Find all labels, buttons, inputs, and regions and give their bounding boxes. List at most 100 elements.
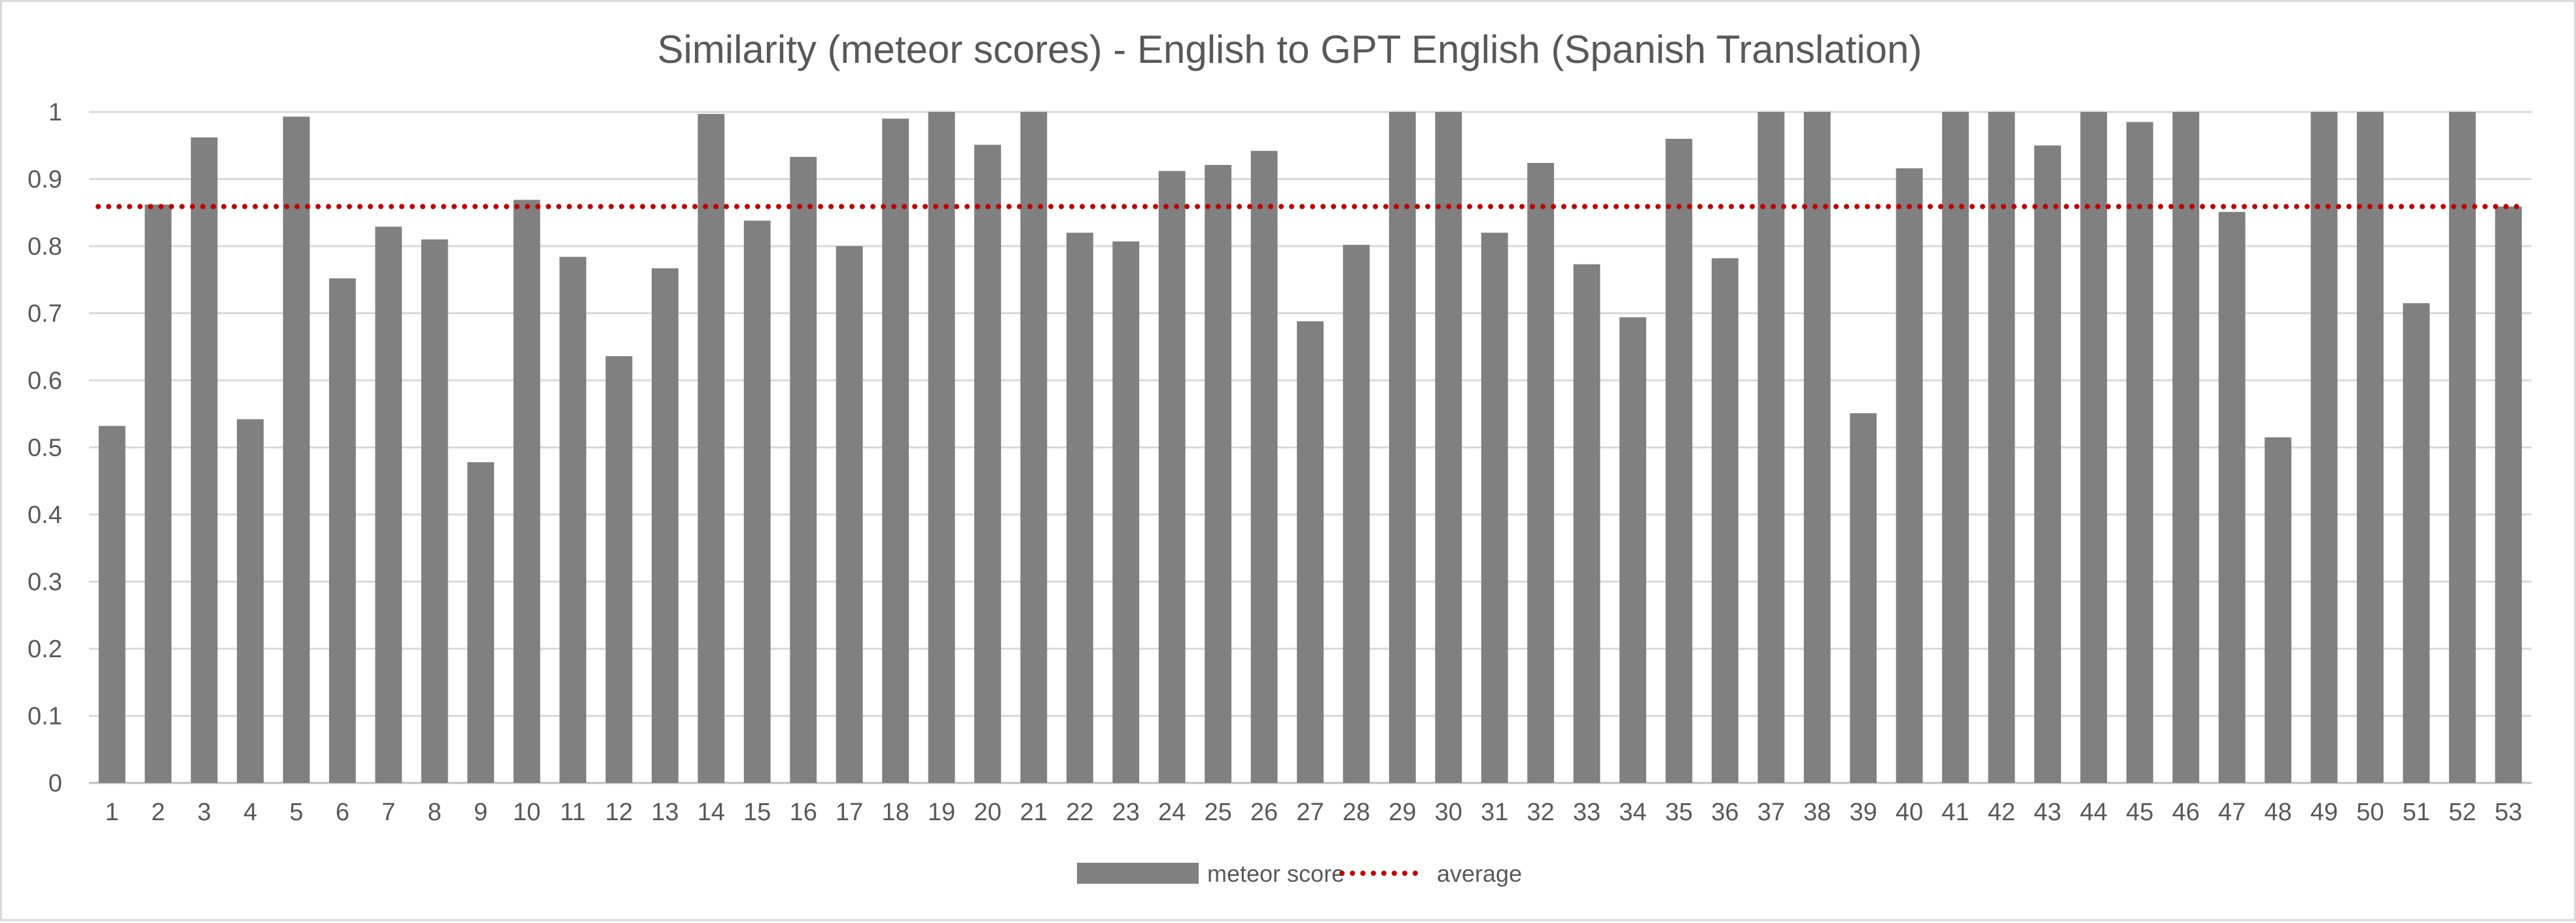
x-tick-label: 32 [1527, 799, 1555, 826]
x-tick-label: 40 [1896, 799, 1923, 826]
x-tick-label: 24 [1158, 799, 1186, 826]
bar [928, 112, 955, 783]
bar [2034, 145, 2061, 783]
y-tick-label: 0.2 [27, 636, 62, 663]
bar [1850, 413, 1877, 783]
x-tick-label: 31 [1481, 799, 1508, 826]
bar [2448, 112, 2476, 783]
bar [697, 114, 725, 783]
x-tick-label: 36 [1711, 799, 1738, 826]
x-tick-label: 47 [2218, 799, 2246, 826]
bar [2495, 206, 2522, 783]
x-tick-label: 50 [2356, 799, 2384, 826]
x-tick-label: 19 [928, 799, 955, 826]
y-tick-label: 0.8 [27, 233, 62, 261]
bar [2357, 112, 2384, 783]
y-tick-label: 0.5 [27, 435, 62, 462]
x-tick-label: 52 [2448, 799, 2476, 826]
legend-label-meteor-score: meteor score [1207, 860, 1345, 887]
x-tick-label: 20 [974, 799, 1001, 826]
bar [190, 137, 218, 783]
x-tick-label: 27 [1296, 799, 1324, 826]
bar [2080, 112, 2108, 783]
bar [1250, 151, 1278, 783]
bar [651, 268, 679, 783]
x-tick-label: 23 [1112, 799, 1140, 826]
x-tick-label: 10 [513, 799, 540, 826]
x-tick-label: 11 [560, 799, 586, 826]
bar [743, 221, 771, 783]
x-tick-label: 33 [1573, 799, 1600, 826]
bar [467, 462, 495, 783]
x-tick-label: 6 [336, 799, 349, 826]
x-tick-label: 9 [474, 799, 487, 826]
bar [1066, 232, 1093, 783]
x-tick-label: 2 [151, 799, 165, 826]
bar [1205, 164, 1232, 784]
bar [836, 246, 863, 783]
bar [513, 200, 540, 783]
bar [559, 257, 586, 783]
x-tick-label: 35 [1665, 799, 1693, 826]
y-tick-label: 0 [48, 770, 62, 797]
bars [98, 112, 2522, 784]
x-tick-label: 17 [836, 799, 863, 826]
x-tick-label: 29 [1388, 799, 1416, 826]
bar [421, 239, 448, 783]
y-tick-label: 0.9 [27, 166, 62, 194]
bar [1481, 232, 1508, 783]
x-tick-label: 13 [651, 799, 679, 826]
bar [882, 118, 909, 783]
bar [283, 117, 310, 784]
x-tick-label: 5 [289, 799, 303, 826]
y-tick-label: 0.7 [27, 300, 62, 328]
bar [2310, 112, 2338, 783]
legend: meteor score average [1077, 860, 1522, 887]
x-axis-ticks: 1 2 3 4 5 6 7 8 9 10 11 12 13 14 15 16 17 18 19 20 21 22 23 24 2… [105, 799, 2522, 826]
y-tick-label: 1 [48, 99, 62, 126]
x-tick-label: 16 [790, 799, 817, 826]
x-tick-label: 25 [1204, 799, 1231, 826]
legend-swatch-meteor-score [1077, 863, 1199, 884]
x-tick-label: 38 [1803, 799, 1831, 826]
x-tick-label: 39 [1850, 799, 1877, 826]
bar [1158, 171, 1186, 783]
bar [1527, 162, 1555, 783]
x-tick-label: 51 [2403, 799, 2430, 826]
x-tick-label: 46 [2172, 799, 2200, 826]
bar [1343, 244, 1370, 783]
bar [605, 356, 633, 783]
x-tick-label: 44 [2080, 799, 2108, 826]
bar [1896, 168, 1923, 784]
bar [1435, 112, 1462, 783]
bar [145, 204, 172, 783]
bar [328, 278, 356, 783]
y-tick-label: 0.3 [27, 569, 62, 596]
x-tick-label: 14 [697, 799, 725, 826]
x-tick-label: 45 [2126, 799, 2153, 826]
x-tick-label: 41 [1941, 799, 1969, 826]
x-tick-label: 28 [1343, 799, 1370, 826]
bar [2218, 211, 2246, 784]
x-tick-label: 21 [1020, 799, 1048, 826]
y-axis-ticks: 0 0.1 0.2 0.3 0.4 0.5 0.6 0.7 0.8 0.9 1 [27, 99, 62, 797]
x-tick-label: 53 [2495, 799, 2522, 826]
x-tick-label: 37 [1757, 799, 1785, 826]
x-tick-label: 26 [1250, 799, 1278, 826]
x-tick-label: 8 [428, 799, 442, 826]
x-tick-label: 34 [1619, 799, 1646, 826]
x-tick-label: 15 [743, 799, 771, 826]
bar [1020, 112, 1048, 783]
x-tick-label: 49 [2310, 799, 2338, 826]
x-tick-label: 48 [2264, 799, 2291, 826]
legend-label-average: average [1437, 860, 1522, 887]
bar [790, 156, 817, 784]
x-tick-label: 43 [2034, 799, 2061, 826]
bar [1297, 321, 1324, 783]
bar [1711, 258, 1738, 783]
bar [2403, 303, 2430, 783]
bar [1388, 112, 1416, 783]
bar [1665, 139, 1693, 783]
